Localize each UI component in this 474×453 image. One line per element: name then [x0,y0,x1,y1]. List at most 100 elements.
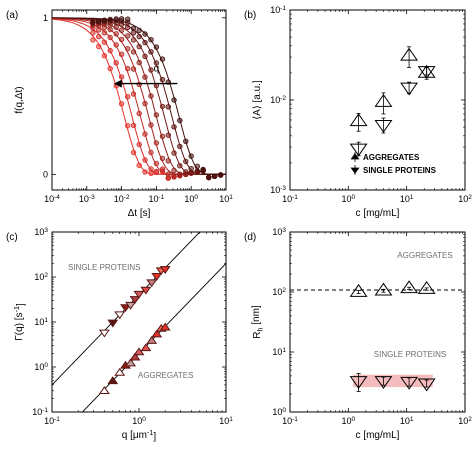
data-point [183,158,189,165]
data-point [159,166,166,172]
data-point [124,93,131,100]
data-point [153,168,160,175]
data-point [107,47,113,54]
data-point [417,280,436,294]
y-tick-label: 10-2​ [270,95,286,105]
annotation-aggregates: AGGREGATES [138,371,193,380]
data-point [124,122,131,129]
x-axis-label: c [mg/mL] [356,208,400,219]
data-point [159,103,166,110]
data-point [125,358,137,367]
y-tick-label: 102​ [272,287,286,297]
panel-d: 10-1​100​101​102​100​101​102​103​c [mg/m… [244,227,472,441]
data-point [374,119,393,133]
data-point [159,266,171,274]
data-point [113,60,119,66]
data-point [417,64,436,78]
data-point [136,110,142,117]
x-tick-label: 10-1​ [44,416,60,426]
data-point [124,65,131,72]
data-point [165,158,171,164]
data-point [136,43,142,50]
q-arrow-head [113,79,122,88]
data-point [159,322,171,331]
data-point [194,163,200,169]
data-point [129,352,141,361]
data-point [165,171,171,177]
y-tick-label: 10-3​ [270,185,286,195]
data-point [188,165,194,172]
data-point [146,279,158,288]
data-point [130,91,137,97]
data-point [95,43,102,50]
x-axis-label: q [μm-1​] [122,428,157,443]
annotation-single-proteins: SINGLE PROTEINS [374,350,446,359]
data-point [98,329,110,338]
data-point [114,367,126,376]
data-point [159,133,166,139]
panel-b: 10-1​ 100​ 101​ 102​ 10-3​ 10-2​ 10-1​ c [mg/mL… [244,5,472,219]
data-point [153,160,160,167]
data-point [130,37,137,43]
data-point [148,166,154,172]
panel-a: 10-4​ 10-3​ 10-2​ 10-1​ 100​ 101​ 0 1 Δt [s] f(q,… [6,9,233,219]
data-point [118,16,125,22]
y-tick-label: 103​ [272,227,286,237]
data-point [101,30,108,36]
data-point [101,53,108,59]
data-point [400,376,419,390]
data-point [349,283,368,297]
x-tick-label: 101​ [219,194,233,204]
data-point [130,30,137,36]
annotation-aggregates: AGGREGATES [397,251,452,260]
x-tick-label: 101​ [219,416,233,426]
data-point [148,149,154,156]
data-point [148,37,154,43]
fit-curve [52,17,226,175]
data-point [159,56,166,62]
x-tick-label: 102​ [458,416,472,426]
data-point [114,311,126,320]
data-point [118,74,125,80]
data-point [400,47,419,61]
data-point [153,44,160,50]
data-point [165,104,171,110]
data-point [118,36,125,43]
data-point [177,117,183,124]
data-point [90,37,96,43]
data-point [95,18,102,24]
data-point [148,122,154,128]
data-point [374,282,393,296]
axes-frame [51,231,227,413]
data-point [129,296,141,304]
fit-curve [52,17,226,175]
y-tick-label: 101​ [272,347,286,357]
data-point [107,16,113,23]
y-axis-label: Rh​ [nm] [251,305,264,339]
data-point [177,162,183,169]
data-point [349,113,368,127]
panel-label: (d) [244,232,256,243]
y-axis-label: Γ(q) [s-1​] [12,303,27,341]
x-tick-label: 10-1​ [282,194,298,204]
data-point [153,140,160,146]
data-point [171,167,177,174]
data-point [159,76,166,83]
data-point [374,376,393,389]
data-point [118,101,125,107]
legend-entry: SINGLE PROTEINS [363,166,437,175]
data-point [171,97,177,103]
panel-label: (a) [6,10,18,21]
data-point [130,149,137,156]
data-point [148,93,154,99]
data-point [200,166,206,173]
data-point [142,53,148,59]
data-point [140,286,152,295]
data-point [130,66,137,72]
q-arrow-label: q [154,64,160,75]
data-point [159,155,166,162]
y-tick-label: 101​ [34,317,48,327]
fit-curve [52,17,226,175]
data-point [148,67,154,73]
